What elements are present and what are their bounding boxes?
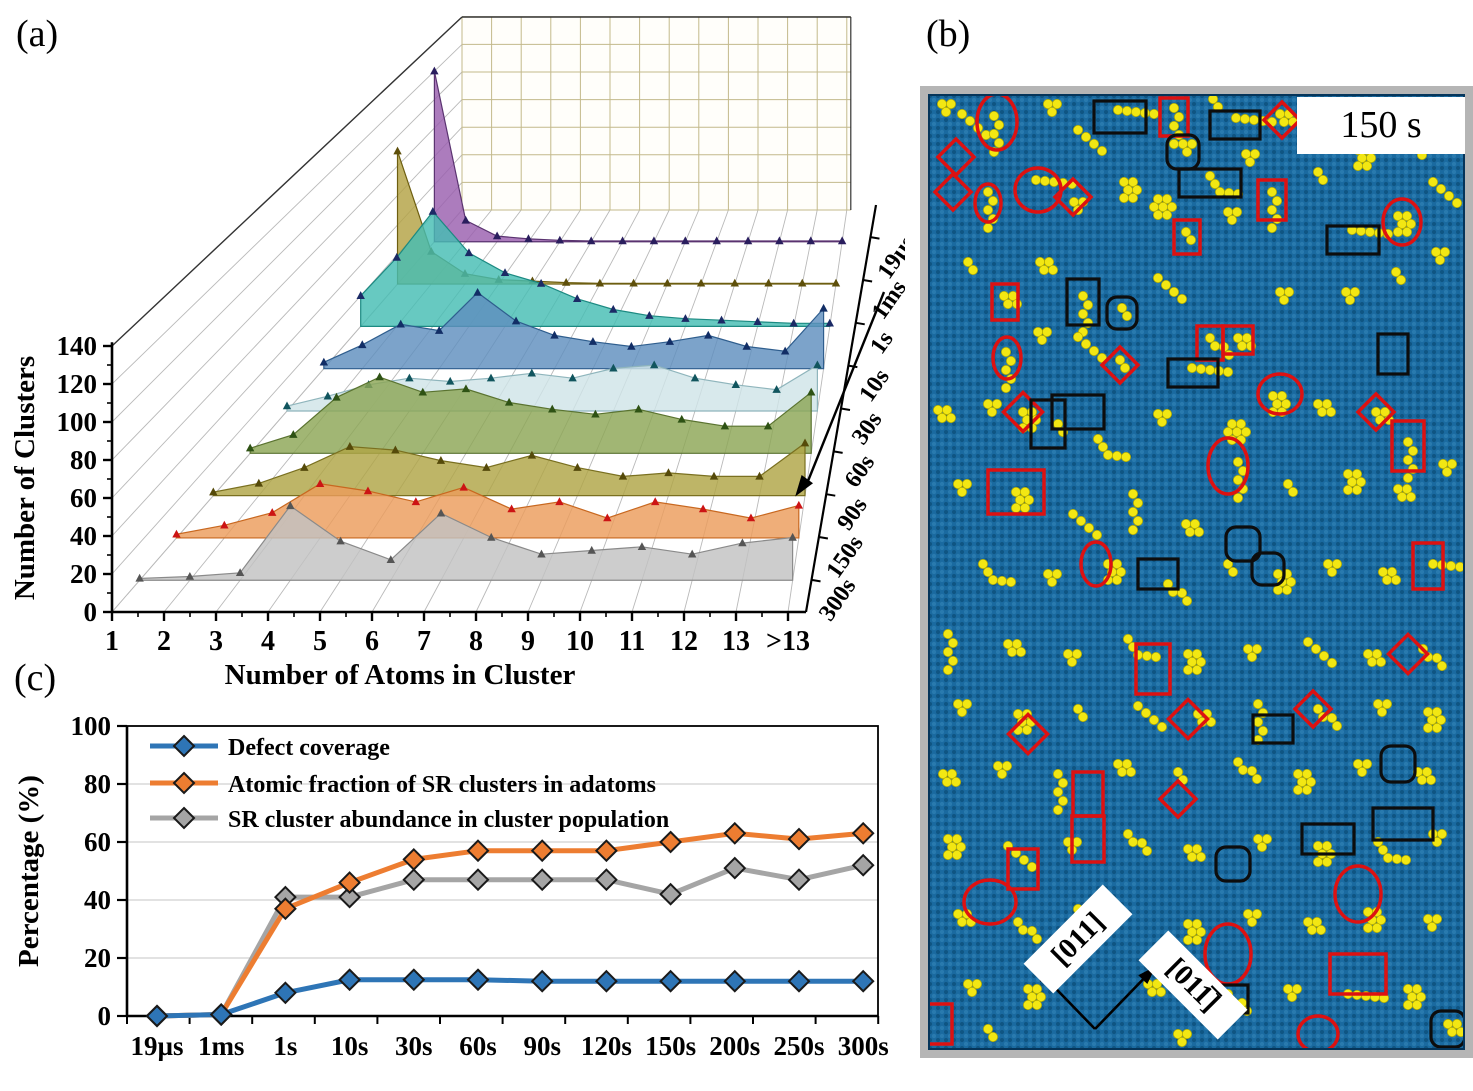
panel-a-label: (a) [16, 13, 59, 55]
svg-text:80: 80 [70, 445, 97, 475]
legend: Defect coverage Atomic fraction of SR clu… [150, 734, 669, 833]
svg-text:6: 6 [365, 626, 379, 657]
svg-text:300s: 300s [814, 574, 861, 626]
svg-text:120s: 120s [581, 1031, 632, 1061]
svg-text:40: 40 [84, 885, 111, 915]
ridge-series-150s [172, 479, 804, 539]
series-atomic-fraction-of-sr-clusters-in-adatoms [145, 821, 875, 1028]
svg-text:5: 5 [313, 626, 327, 657]
snapshot-time-badge: 150 s [1297, 97, 1465, 154]
depth-tick-label: 1ms [867, 276, 912, 325]
ridge-series-10s [319, 287, 828, 370]
svg-text:30s: 30s [395, 1031, 433, 1061]
svg-text:80: 80 [84, 769, 111, 799]
ridge-series-60s [245, 372, 816, 454]
svg-text:300s: 300s [838, 1031, 889, 1061]
svg-text:100: 100 [57, 407, 98, 437]
svg-text:150s: 150s [645, 1031, 696, 1061]
svg-text:1: 1 [105, 626, 119, 657]
panel-c-line-chart: 0 20 40 60 80 100 19µs 1ms 1s 10s 30s 60s 90s 120s 150… [0, 655, 905, 1091]
svg-text:3: 3 [209, 626, 223, 657]
svg-text:90s: 90s [523, 1031, 561, 1061]
panel-a-3d-waterfall-chart: 0 20 40 60 80 100 120 140 1 2 3 4 5 6 7 8 9 10 11 12 13 >13 19… [0, 0, 921, 705]
svg-text:10: 10 [566, 626, 594, 657]
svg-text:100: 100 [71, 711, 112, 741]
simulation-field [922, 92, 1473, 1054]
series-defect-coverage [145, 968, 875, 1028]
svg-text:60s: 60s [459, 1031, 497, 1061]
walls-and-grid [111, 16, 852, 613]
svg-text:250s: 250s [773, 1031, 824, 1061]
svg-text:60: 60 [70, 483, 97, 513]
ridge-series-300s [135, 501, 797, 582]
panel-c-label: (c) [14, 657, 57, 699]
svg-text:200s: 200s [709, 1031, 760, 1061]
svg-text:0: 0 [98, 1001, 112, 1031]
svg-text:>13: >13 [766, 626, 810, 657]
depth-tick-label: 1s [865, 327, 899, 359]
svg-text:7: 7 [417, 626, 431, 657]
svg-text:13: 13 [722, 626, 750, 657]
depth-tick-label: 90s [832, 493, 872, 535]
panel-b-label: (b) [926, 13, 971, 55]
svg-text:10s: 10s [854, 365, 894, 407]
depth-tick-label: 30s [847, 407, 887, 449]
svg-text:19µs: 19µs [130, 1031, 183, 1061]
svg-text:12: 12 [670, 626, 698, 657]
svg-text:140: 140 [57, 331, 98, 361]
y-axis-title: Percentage (%) [13, 775, 45, 967]
svg-text:10s: 10s [331, 1031, 369, 1061]
svg-text:4: 4 [261, 626, 275, 657]
svg-text:11: 11 [619, 626, 645, 657]
axes: 0 20 40 60 80 100 19µs 1ms 1s 10s 30s 60s 90s 120s 150… [71, 711, 889, 1061]
svg-text:150s: 150s [822, 531, 869, 583]
depth-tick-label: 60s [840, 450, 880, 492]
time-direction-arrow [795, 291, 886, 497]
y-axis-title: Number of Clusters [9, 356, 41, 600]
svg-text:8: 8 [469, 626, 483, 657]
depth-tick-label: 150s [822, 531, 869, 583]
panel-b-simulation-snapshot [920, 86, 1473, 1058]
svg-text:120: 120 [57, 369, 98, 399]
gridlines [125, 725, 879, 1018]
svg-text:2: 2 [157, 626, 171, 657]
svg-text:0: 0 [84, 597, 98, 627]
x-axis-title: Number of Atoms in Cluster [225, 659, 576, 691]
line-chart-canvas: 0 20 40 60 80 100 19µs 1ms 1s 10s 30s 60s 90s 120s 150… [13, 711, 889, 1061]
svg-text:SR cluster abundance in cluste: SR cluster abundance in cluster populati… [228, 807, 669, 833]
svg-text:40: 40 [70, 521, 97, 551]
svg-text:20: 20 [70, 559, 97, 589]
svg-text:90s: 90s [832, 493, 872, 535]
svg-text:60s: 60s [840, 450, 880, 492]
svg-text:1ms: 1ms [867, 276, 905, 325]
svg-text:30s: 30s [847, 407, 887, 449]
svg-text:1s: 1s [273, 1031, 297, 1061]
svg-text:Defect coverage: Defect coverage [228, 735, 390, 761]
adatom-clusters [933, 94, 1473, 1048]
depth-tick-label: 300s [814, 574, 861, 626]
depth-tick-label: 10s [854, 365, 894, 407]
svg-text:20: 20 [84, 943, 111, 973]
svg-text:9: 9 [521, 626, 535, 657]
ridge-series-19µs [430, 66, 847, 245]
svg-text:60: 60 [84, 827, 111, 857]
ridge-series-90s [209, 438, 810, 497]
svg-text:Atomic fraction of SR clusters: Atomic fraction of SR clusters in adatom… [228, 772, 656, 798]
svg-text:1ms: 1ms [198, 1031, 245, 1061]
svg-text:1s: 1s [865, 327, 899, 359]
